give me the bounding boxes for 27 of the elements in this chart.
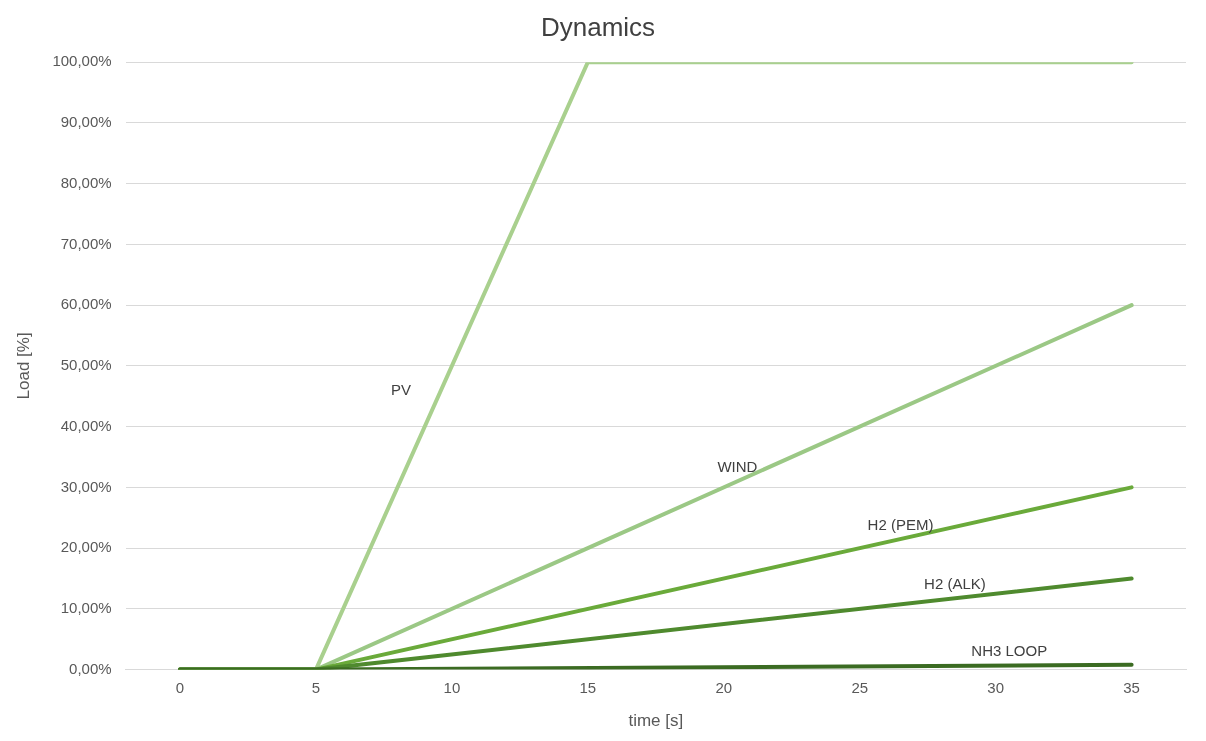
y-tick-label: 0,00%	[69, 659, 112, 677]
x-tick-label: 30	[987, 678, 1005, 696]
x-tick-label: 35	[1123, 678, 1140, 696]
y-axis-title: Load [%]	[13, 332, 33, 400]
chart-title: Dynamics	[540, 11, 656, 42]
series-label: WIND	[717, 457, 758, 475]
x-tick-label: 20	[715, 678, 733, 696]
series-label: H2 (PEM)	[867, 515, 934, 533]
x-tick-label: 25	[851, 678, 869, 696]
x-tick-label: 5	[311, 678, 321, 696]
y-tick-label: 80,00%	[60, 173, 112, 191]
y-tick-label: 40,00%	[60, 416, 112, 434]
y-tick-label: 70,00%	[60, 234, 112, 252]
y-tick-label: 50,00%	[60, 356, 112, 374]
x-tick-label: 10	[443, 678, 461, 696]
y-tick-label: 90,00%	[60, 113, 112, 131]
y-tick-label: 100,00%	[52, 52, 112, 70]
y-tick-label: 60,00%	[60, 295, 112, 313]
y-tick-label: 30,00%	[60, 477, 112, 495]
y-tick-label: 10,00%	[60, 599, 112, 616]
x-tick-label: 15	[579, 678, 597, 696]
y-tick-label: 20,00%	[60, 538, 112, 556]
series-label: NH3 LOOP	[971, 642, 1048, 660]
series-label: PV	[391, 380, 412, 398]
x-axis-title: time [s]	[628, 711, 684, 731]
x-tick-label: 0	[175, 678, 185, 696]
series-label: H2 (ALK)	[924, 574, 986, 592]
